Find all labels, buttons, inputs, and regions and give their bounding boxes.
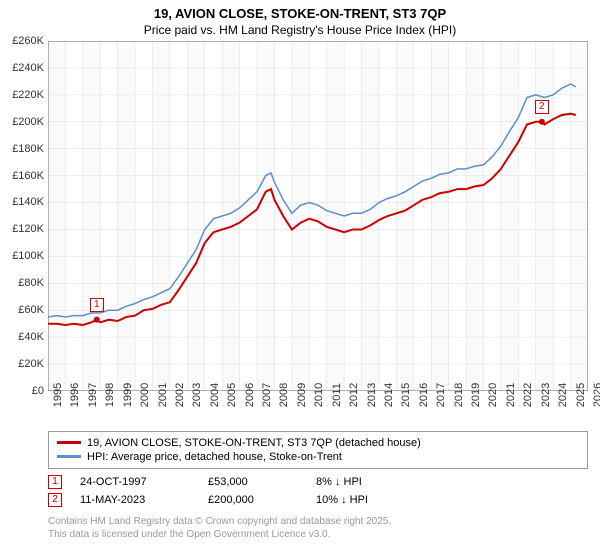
- chart-svg: [48, 41, 588, 391]
- y-axis-tick-label: £140K: [12, 196, 48, 208]
- chart-title: 19, AVION CLOSE, STOKE-ON-TRENT, ST3 7QP: [0, 0, 600, 23]
- x-axis-tick-label: 2018: [449, 383, 465, 407]
- x-axis-tick-label: 2021: [501, 383, 517, 407]
- x-axis-tick-label: 2017: [431, 383, 447, 407]
- x-axis-tick-label: 2024: [553, 383, 569, 407]
- price-marker-2: 2: [535, 100, 549, 114]
- x-axis-tick-label: 2004: [205, 383, 221, 407]
- x-axis-tick-label: 2014: [379, 383, 395, 407]
- legend-label: HPI: Average price, detached house, Stok…: [87, 451, 342, 463]
- y-axis-tick-label: £160K: [12, 170, 48, 182]
- x-axis-tick-label: 2022: [518, 383, 534, 407]
- footer-attribution: Contains HM Land Registry data © Crown c…: [48, 515, 588, 541]
- y-axis-tick-label: £260K: [12, 35, 48, 47]
- x-axis-tick-label: 2003: [187, 383, 203, 407]
- legend-swatch: [57, 441, 81, 444]
- x-axis-tick-label: 2000: [135, 383, 151, 407]
- x-axis-tick-label: 2006: [240, 383, 256, 407]
- transaction-marker: 1: [48, 475, 62, 489]
- x-axis-tick-label: 2002: [170, 383, 186, 407]
- legend-item: HPI: Average price, detached house, Stok…: [57, 450, 579, 464]
- y-axis-tick-label: £180K: [12, 143, 48, 155]
- y-axis-tick-label: £100K: [12, 250, 48, 262]
- x-axis-tick-label: 2009: [292, 383, 308, 407]
- y-axis-tick-label: £40K: [18, 331, 48, 343]
- x-axis-tick-label: 1995: [48, 383, 64, 407]
- transaction-pct: 8% ↓ HPI: [316, 476, 406, 488]
- y-axis-tick-label: £20K: [18, 358, 48, 370]
- footer-line1: Contains HM Land Registry data © Crown c…: [48, 515, 588, 528]
- x-axis-tick-label: 2012: [344, 383, 360, 407]
- chart-subtitle: Price paid vs. HM Land Registry's House …: [0, 23, 600, 41]
- transaction-pct: 10% ↓ HPI: [316, 494, 406, 506]
- y-axis-tick-label: £60K: [18, 304, 48, 316]
- x-axis-tick-label: 1997: [83, 383, 99, 407]
- x-axis-tick-label: 2026: [588, 383, 600, 407]
- y-axis-tick-label: £0: [32, 385, 48, 397]
- y-axis-tick-label: £220K: [12, 89, 48, 101]
- y-axis-tick-label: £200K: [12, 116, 48, 128]
- transaction-price: £53,000: [208, 476, 298, 488]
- footer-line2: This data is licensed under the Open Gov…: [48, 528, 588, 541]
- legend-label: 19, AVION CLOSE, STOKE-ON-TRENT, ST3 7QP…: [87, 437, 421, 449]
- x-axis-tick-label: 2001: [153, 383, 169, 407]
- x-axis-tick-label: 2013: [362, 383, 378, 407]
- chart-container: 19, AVION CLOSE, STOKE-ON-TRENT, ST3 7QP…: [0, 0, 600, 560]
- transaction-marker: 2: [48, 493, 62, 507]
- x-axis-tick-label: 2019: [466, 383, 482, 407]
- price-marker-1: 1: [90, 298, 104, 312]
- chart-plot-area: £0£20K£40K£60K£80K£100K£120K£140K£160K£1…: [48, 41, 588, 391]
- transaction-row: 2 11-MAY-2023 £200,000 10% ↓ HPI: [48, 491, 588, 509]
- x-axis-tick-label: 1996: [65, 383, 81, 407]
- legend-swatch: [57, 455, 81, 458]
- x-axis-tick-label: 2010: [309, 383, 325, 407]
- y-axis-tick-label: £120K: [12, 223, 48, 235]
- x-axis-tick-label: 2015: [396, 383, 412, 407]
- transaction-row: 1 24-OCT-1997 £53,000 8% ↓ HPI: [48, 473, 588, 491]
- x-axis-tick-label: 2020: [483, 383, 499, 407]
- x-axis-tick-label: 2023: [536, 383, 552, 407]
- transaction-date: 24-OCT-1997: [80, 476, 190, 488]
- x-axis-tick-label: 1999: [118, 383, 134, 407]
- transactions-table: 1 24-OCT-1997 £53,000 8% ↓ HPI 2 11-MAY-2023 £…: [48, 473, 588, 509]
- transaction-date: 11-MAY-2023: [80, 494, 190, 506]
- x-axis-tick-label: 2016: [414, 383, 430, 407]
- x-axis-tick-label: 1998: [100, 383, 116, 407]
- x-axis-tick-label: 2005: [222, 383, 238, 407]
- x-axis-tick-label: 2008: [274, 383, 290, 407]
- x-axis-tick-label: 2007: [257, 383, 273, 407]
- y-axis-tick-label: £80K: [18, 277, 48, 289]
- legend-item: 19, AVION CLOSE, STOKE-ON-TRENT, ST3 7QP…: [57, 436, 579, 450]
- transaction-price: £200,000: [208, 494, 298, 506]
- legend: 19, AVION CLOSE, STOKE-ON-TRENT, ST3 7QP…: [48, 431, 588, 469]
- x-axis-tick-label: 2025: [571, 383, 587, 407]
- x-axis-tick-label: 2011: [327, 383, 343, 407]
- y-axis-tick-label: £240K: [12, 62, 48, 74]
